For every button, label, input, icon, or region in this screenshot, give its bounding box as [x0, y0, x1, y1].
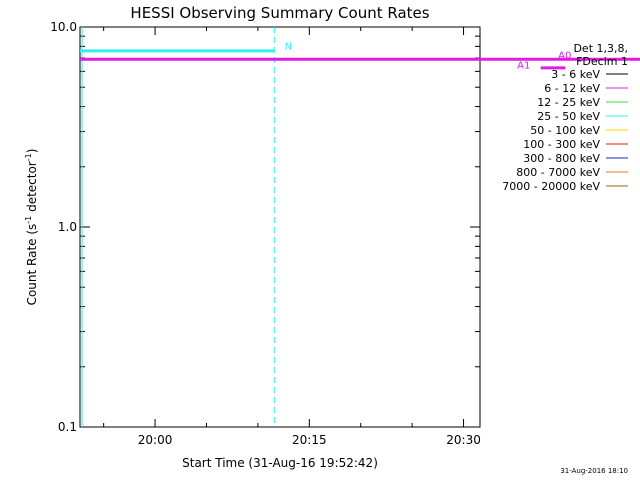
- x-tick-label: 20:30: [446, 433, 481, 447]
- legend-entry-label: 6 - 12 keV: [544, 82, 600, 95]
- legend-entry-label: 800 - 7000 keV: [516, 166, 600, 179]
- y-axis-label: Count Rate (s-1 detector-1): [24, 149, 39, 306]
- plot-frame: [79, 26, 481, 428]
- x-axis-label: Start Time (31-Aug-16 19:52:42): [182, 456, 378, 470]
- y-label-mid: detector: [25, 161, 39, 216]
- annotation-label: A1: [517, 61, 530, 72]
- legend-header: FDecim 1: [576, 55, 628, 68]
- y-tick-label: 1.0: [58, 220, 77, 234]
- legend-entry-label: 7000 - 20000 keV: [502, 180, 600, 193]
- axis-ticks: 20:00 20:15 20:30 10.0 1.0 0.1: [50, 20, 481, 447]
- legend-entry-label: 25 - 50 keV: [537, 110, 600, 123]
- x-tick-label: 20:00: [138, 433, 173, 447]
- legend-header: Det 1,3,8,: [573, 42, 628, 55]
- legend-entry-label: 3 - 6 keV: [551, 68, 600, 81]
- legend-entry-label: 12 - 25 keV: [537, 96, 600, 109]
- y-label-sup1: -1: [24, 216, 33, 224]
- plot-timestamp: 31-Aug-2016 18:10: [560, 467, 628, 475]
- y-label-end: ): [25, 149, 39, 154]
- segment-annotations: NSA0A1: [285, 42, 572, 72]
- legend-entry-label: 50 - 100 keV: [530, 124, 600, 137]
- annotation-label: A0: [558, 51, 571, 62]
- y-label-sup2: -1: [24, 153, 33, 161]
- data-segments: [80, 49, 640, 70]
- y-tick-label: 0.1: [58, 420, 77, 434]
- legend-entry-label: 300 - 800 keV: [523, 152, 600, 165]
- chart-title: HESSI Observing Summary Count Rates: [130, 4, 429, 22]
- vertical-markers: [81, 27, 275, 427]
- annotation-label: N: [285, 42, 292, 53]
- y-tick-label: 10.0: [50, 20, 77, 34]
- y-label-main: Count Rate (s: [25, 224, 39, 306]
- legend-entry-label: 100 - 300 keV: [523, 138, 600, 151]
- x-tick-label: 20:15: [292, 433, 327, 447]
